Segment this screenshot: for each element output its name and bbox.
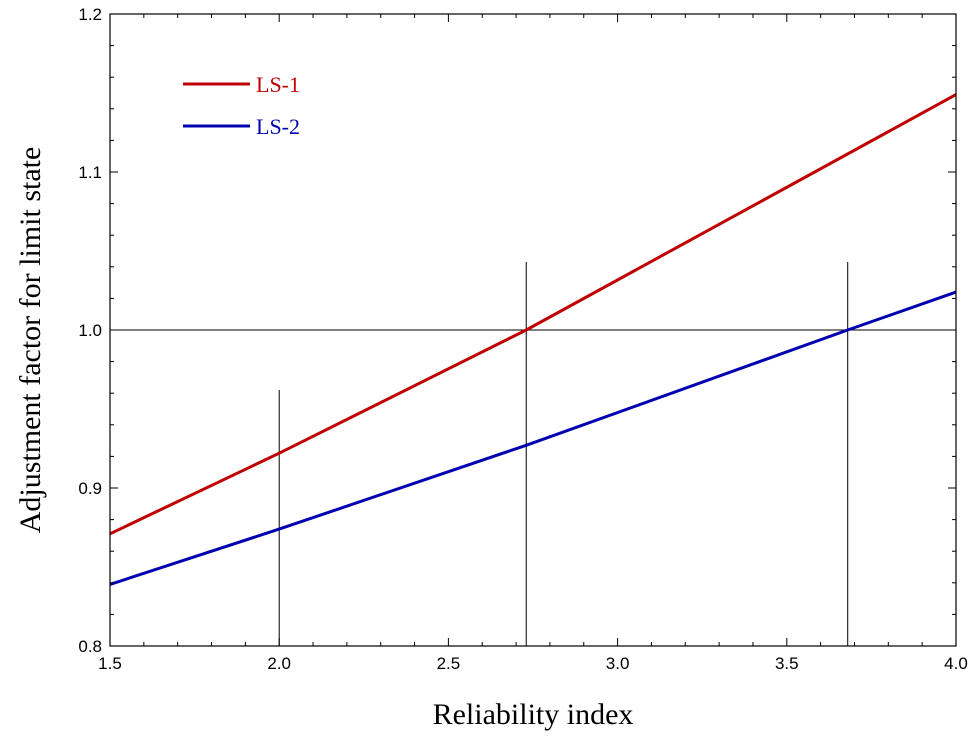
- x-tick-label: 2.0: [267, 654, 291, 673]
- series-layer: [109, 93, 957, 586]
- x-tick-label: 1.5: [98, 654, 122, 673]
- y-tick-label: 0.8: [78, 637, 102, 656]
- y-tick-label: 1.2: [78, 5, 102, 24]
- x-tick-label: 2.5: [437, 654, 461, 673]
- tick-labels: 1.5 2.0 2.5 3.0 3.5 4.0 0.8 0.9 1.0 1.1 1.2: [78, 5, 967, 673]
- axis-ticks: [109, 13, 957, 647]
- legend-label-ls-1: LS-1: [256, 72, 300, 97]
- y-tick-label: 1.0: [78, 321, 102, 340]
- x-tick-label: 4.0: [944, 654, 968, 673]
- y-tick-label: 1.1: [78, 163, 102, 182]
- series-line-ls-1: [109, 93, 957, 536]
- x-tick-label: 3.0: [606, 654, 630, 673]
- legend: LS-1 LS-2: [183, 72, 300, 139]
- series-line-ls-2: [109, 290, 957, 586]
- y-axis-label: Adjustment factor for limit state: [14, 147, 47, 534]
- x-tick-label: 3.5: [775, 654, 799, 673]
- y-tick-label: 0.9: [78, 479, 102, 498]
- reference-lines: [110, 262, 956, 646]
- x-axis-label: Reliability index: [433, 698, 634, 731]
- legend-label-ls-2: LS-2: [256, 114, 300, 139]
